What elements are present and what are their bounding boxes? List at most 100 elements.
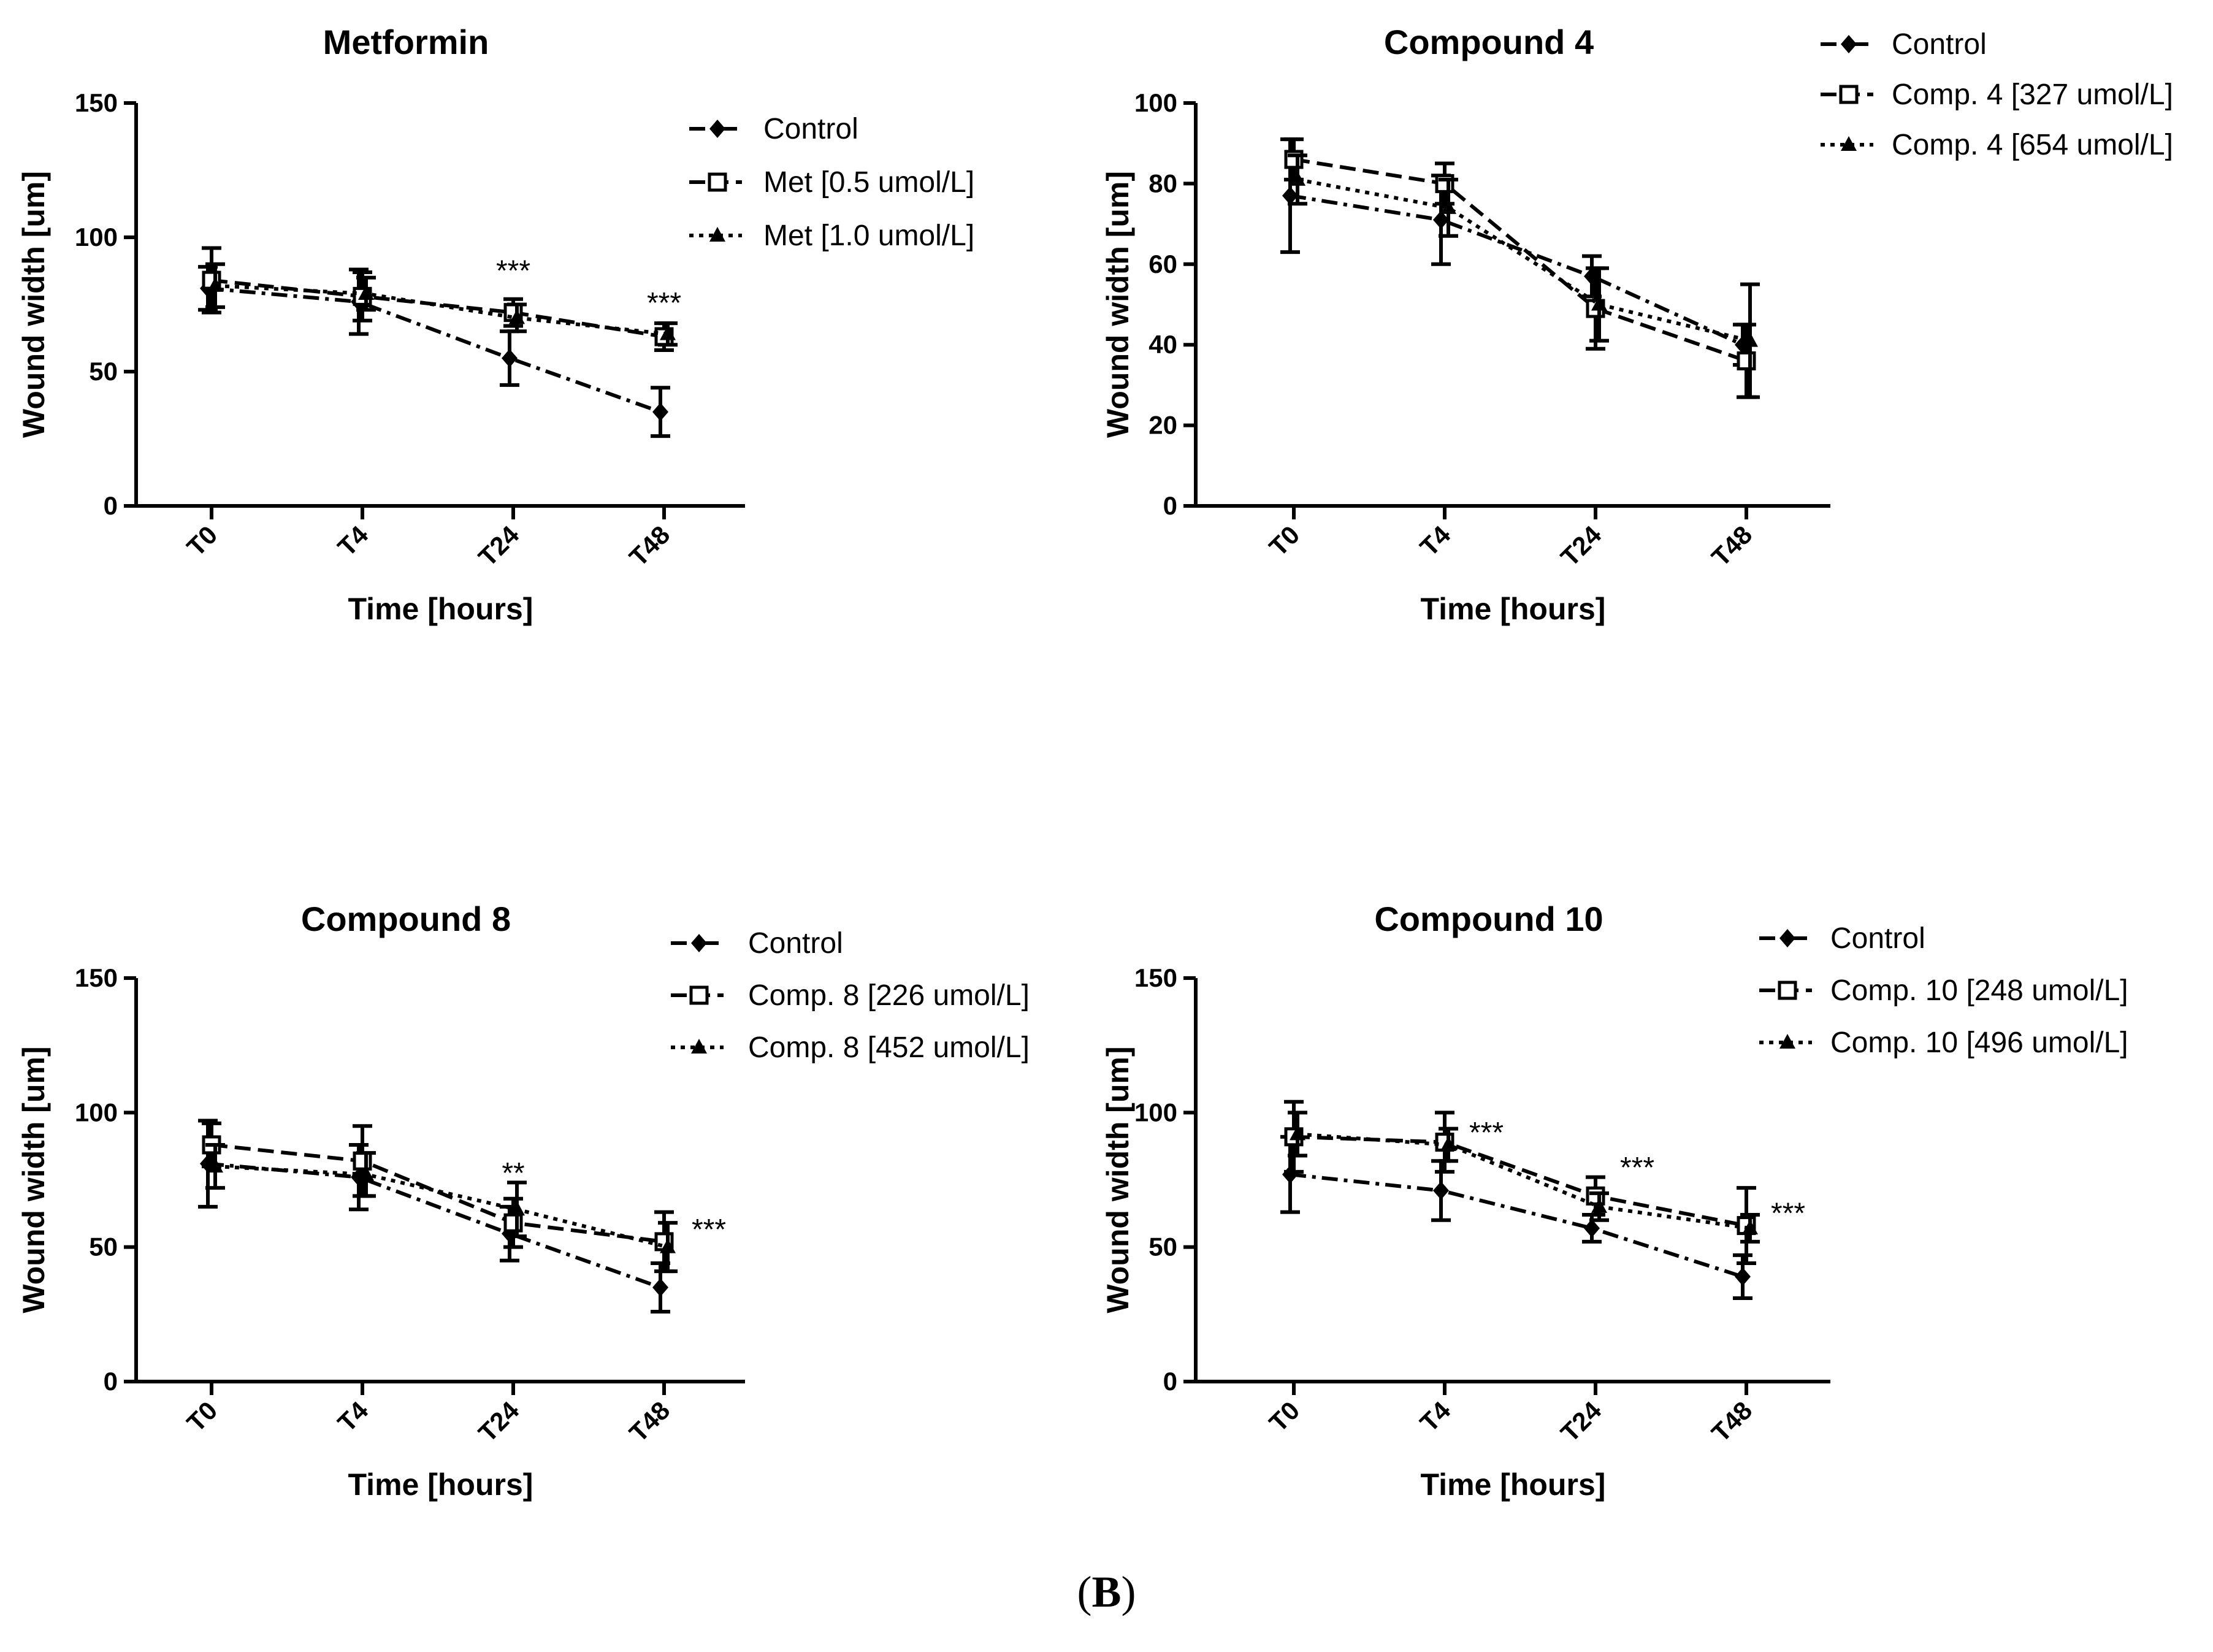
data-point [1290, 170, 1305, 186]
x-tick-label: T48 [1706, 1396, 1757, 1447]
data-point [652, 402, 668, 421]
y-tick-label: 100 [1134, 1098, 1177, 1126]
significance-label: *** [647, 287, 681, 319]
significance-label: *** [692, 1214, 726, 1246]
significance-label: *** [496, 255, 530, 288]
significance-label: ** [502, 1157, 524, 1190]
series-line [1290, 194, 1744, 346]
y-tick-label: 150 [1134, 963, 1177, 992]
series-3 [205, 1142, 678, 1274]
chart-panel-2: 0 20 40 60 80 100 T0 T4 T24 T48 Compound 4 Time [ho… [1101, 23, 2173, 626]
data-point [358, 285, 374, 300]
data-point [1584, 1218, 1600, 1237]
y-tick-label: 0 [1163, 491, 1177, 520]
chart-title: Compound 10 [1374, 900, 1603, 938]
legend: Control Met [0.5 umol/L] Met [1.0 umol/L] [689, 113, 974, 252]
x-axis-label: Time [hours] [348, 592, 533, 626]
x-tick-label: T24 [473, 520, 525, 572]
series-line [1293, 158, 1747, 363]
legend-marker [691, 1039, 707, 1054]
x-tick-label: T4 [1414, 520, 1456, 562]
data-point [1591, 1198, 1607, 1213]
series-line [211, 1142, 665, 1244]
legend-marker [1841, 35, 1857, 53]
significance-label: *** [1771, 1198, 1805, 1230]
series-1 [1280, 137, 1752, 367]
data-point [1290, 1125, 1305, 1141]
series-3 [205, 262, 678, 347]
panel-label-letter: B [1091, 1567, 1122, 1616]
legend-label: Met [0.5 umol/L] [763, 166, 974, 199]
legend-label: Comp. 10 [248 umol/L] [1830, 974, 2128, 1007]
data-point [503, 1213, 523, 1233]
data-point [1586, 1186, 1605, 1206]
y-tick-label: 80 [1149, 169, 1177, 197]
legend-marker [709, 120, 725, 138]
data-point [1282, 1165, 1298, 1184]
series-3 [1288, 153, 1760, 399]
y-axis-label: Wound width [um] [17, 171, 51, 438]
y-tick-label: 100 [1134, 88, 1177, 117]
y-tick-label: 40 [1149, 330, 1177, 359]
x-tick-label: T48 [624, 520, 675, 572]
series-line [215, 1164, 668, 1249]
legend-label: Comp. 10 [496 umol/L] [1830, 1027, 2128, 1059]
x-axis-label: Time [hours] [348, 1467, 533, 1502]
chart-panel-3: 0 50 100 150 T0 T4 T24 T48 Compound 8 Time [hours… [17, 900, 1030, 1502]
data-point [1742, 332, 1758, 347]
y-tick-label: 100 [75, 223, 118, 251]
series-line [1290, 1172, 1743, 1279]
y-axis-label: Wound width [um] [1101, 171, 1135, 438]
legend-label: Comp. 8 [226 umol/L] [748, 979, 1030, 1012]
data-point [1282, 186, 1298, 205]
data-point [1440, 1136, 1456, 1151]
y-axis-label: Wound width [um] [1101, 1046, 1135, 1313]
series-line [1297, 177, 1751, 343]
data-point [660, 1238, 676, 1253]
y-tick-label: 50 [89, 357, 118, 386]
y-tick-label: 0 [1163, 1367, 1177, 1396]
data-point [207, 1158, 223, 1173]
x-tick-label: T48 [1706, 520, 1757, 572]
legend-label: Control [1892, 28, 1987, 61]
legend-marker [1778, 981, 1797, 1000]
y-tick-label: 0 [104, 491, 118, 520]
legend-marker [709, 227, 725, 242]
y-tick-label: 50 [89, 1233, 118, 1261]
legend-label: Comp. 8 [452 umol/L] [748, 1031, 1030, 1064]
x-tick-label: T4 [332, 520, 373, 562]
data-point [652, 1278, 668, 1297]
legend-label: Control [763, 113, 858, 145]
series-line [215, 283, 668, 336]
series-line [211, 278, 665, 339]
x-tick-label: T48 [624, 1396, 675, 1447]
series-3 [1288, 1111, 1760, 1244]
data-point [1735, 1267, 1751, 1286]
series-2 [202, 1121, 674, 1274]
x-axis-label: Time [hours] [1421, 592, 1606, 626]
y-axis-label: Wound width [um] [17, 1046, 51, 1313]
x-axis-label: Time [hours] [1421, 1467, 1606, 1502]
legend-label: Met [1.0 umol/L] [763, 220, 974, 252]
series-line [207, 286, 662, 414]
significance-label: *** [1620, 1152, 1654, 1184]
legend-label: Control [748, 927, 843, 960]
legend: Control Comp. 4 [327 umol/L] Comp. 4 [654 … [1821, 28, 2173, 161]
y-tick-label: 150 [75, 963, 118, 992]
series-1 [1280, 1134, 1752, 1301]
x-tick-label: T24 [473, 1396, 525, 1448]
chart-title: Metformin [323, 23, 489, 61]
x-tick-label: T0 [1263, 520, 1305, 562]
data-point [1737, 351, 1756, 370]
x-tick-label: T0 [181, 1396, 223, 1437]
data-point [502, 349, 518, 368]
chart-panel-4: 0 50 100 150 T0 T4 T24 T48 Compound 10 Time [hour… [1101, 900, 2128, 1502]
legend-marker [691, 934, 707, 952]
data-point [1440, 199, 1456, 214]
data-point [509, 309, 525, 324]
series-line [207, 1161, 662, 1290]
legend-label: Comp. 4 [327 umol/L] [1892, 78, 2173, 111]
legend-label: Comp. 4 [654 umol/L] [1892, 129, 2173, 161]
legend-marker [1779, 929, 1795, 947]
